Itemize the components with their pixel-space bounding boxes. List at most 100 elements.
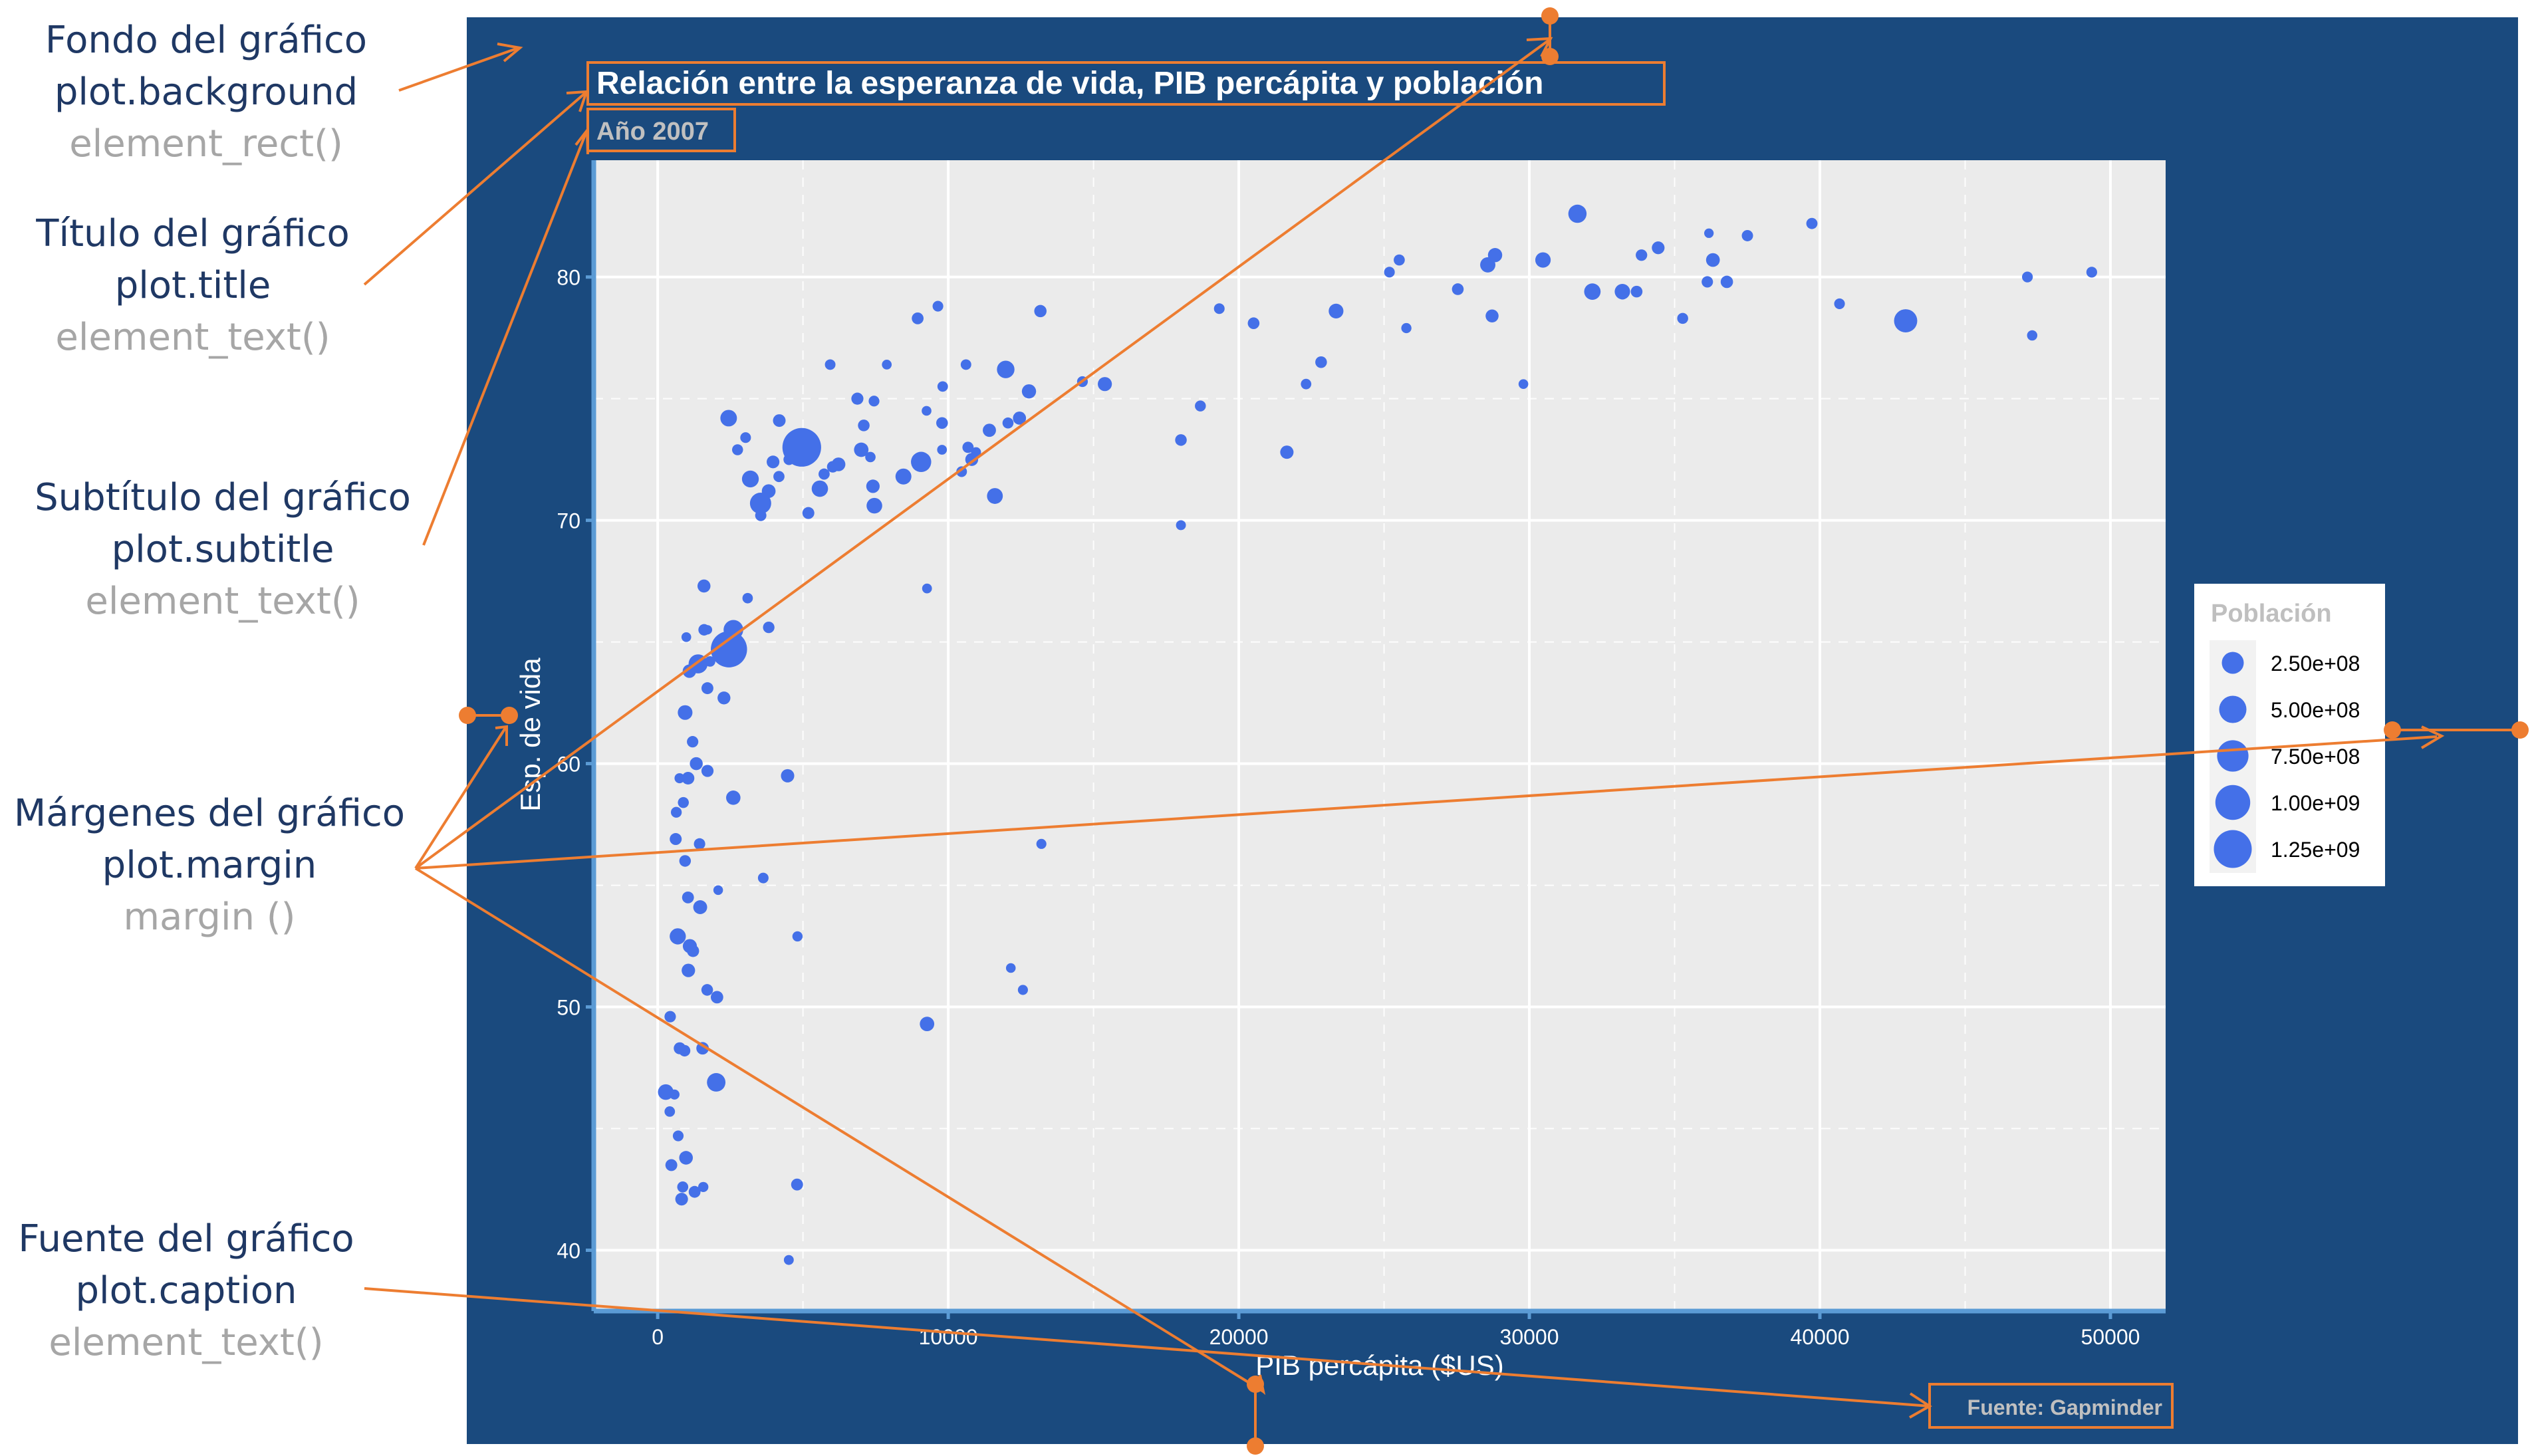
data-point xyxy=(697,579,711,593)
data-point xyxy=(731,444,743,455)
margin-arrow-left xyxy=(414,727,507,870)
marker-dot-icon xyxy=(2511,721,2529,739)
data-point xyxy=(783,453,795,465)
annotation-markers xyxy=(459,7,2529,1455)
y-axis-title: Esp. de vida xyxy=(515,658,546,812)
legend: Población 2.50e+08 5.00e+08 7.50e+08 1.00e+… xyxy=(2194,584,2385,886)
data-point xyxy=(658,1084,674,1100)
annotation-name: Fuente del gráfico xyxy=(18,1217,354,1261)
data-point xyxy=(895,468,912,485)
data-point xyxy=(1175,434,1187,446)
data-point xyxy=(757,872,769,884)
data-point xyxy=(937,445,948,455)
data-point xyxy=(701,765,714,777)
marker-dot-icon xyxy=(459,707,476,724)
data-point xyxy=(811,480,828,497)
background-arrow xyxy=(398,47,519,92)
chart-title: Relación entre la esperanza de vida, PIB… xyxy=(596,66,1543,101)
data-point xyxy=(824,359,836,370)
data-point xyxy=(674,773,685,784)
annotation-function: margin () xyxy=(123,896,296,939)
data-point xyxy=(865,451,876,463)
legend-size-icon xyxy=(2215,785,2251,820)
data-point xyxy=(755,509,767,521)
x-tick-label: 0 xyxy=(652,1325,664,1349)
data-point xyxy=(682,891,694,904)
data-point xyxy=(1195,400,1206,412)
data-point xyxy=(911,451,932,473)
data-point xyxy=(681,632,692,642)
data-point xyxy=(1806,217,1818,229)
data-point xyxy=(672,1130,684,1142)
title-arrow xyxy=(363,92,586,286)
data-point xyxy=(687,736,699,748)
data-point xyxy=(1098,377,1112,392)
data-point xyxy=(767,455,780,469)
legend-size-icon xyxy=(2221,652,2244,674)
data-point xyxy=(1401,322,1412,334)
annotation-plot-background: Fondo del gráfico plot.background elemen… xyxy=(0,15,412,170)
data-point xyxy=(694,838,705,850)
y-tick-label: 50 xyxy=(557,996,580,1020)
data-point xyxy=(749,493,771,514)
annotation-name: Fondo del gráfico xyxy=(45,19,368,62)
chart-subtitle: Año 2007 xyxy=(596,118,709,146)
data-point xyxy=(670,928,686,945)
data-point xyxy=(717,691,731,705)
data-point xyxy=(1652,241,1665,255)
data-point xyxy=(1706,253,1720,267)
data-point xyxy=(920,1017,935,1032)
data-point xyxy=(726,790,741,805)
annotation-plot-caption: Fuente del gráfico plot.caption element_… xyxy=(0,1213,372,1369)
data-point xyxy=(1518,379,1529,389)
data-point xyxy=(1636,249,1648,261)
margin-arrow-bottom xyxy=(414,867,1265,1393)
marker-dot-icon xyxy=(1247,1376,1264,1393)
data-point xyxy=(1677,312,1688,324)
data-point xyxy=(851,392,864,405)
data-point xyxy=(669,1089,680,1100)
data-point xyxy=(922,583,932,594)
marker-dot-icon xyxy=(501,707,518,724)
data-point xyxy=(773,471,785,483)
legend-items: 2.50e+08 5.00e+08 7.50e+08 1.00e+09 1.25e+09 xyxy=(2214,652,2360,868)
annotation-element: plot.background xyxy=(54,70,358,114)
arrowhead-icon xyxy=(566,90,588,112)
data-point xyxy=(1329,303,1344,318)
data-point xyxy=(701,682,713,695)
data-point xyxy=(741,470,759,488)
data-point xyxy=(740,432,751,443)
annotation-element: plot.title xyxy=(114,264,271,307)
x-tick-label: 10000 xyxy=(919,1325,978,1349)
y-tick-label: 70 xyxy=(557,509,580,533)
arrowhead-icon xyxy=(495,725,508,746)
data-point xyxy=(693,900,707,914)
legend-title: Población xyxy=(2211,600,2332,628)
annotation-function: element_text() xyxy=(85,580,360,623)
data-point xyxy=(679,855,692,867)
legend-label: 7.50e+08 xyxy=(2271,745,2360,769)
data-point xyxy=(854,442,869,457)
y-tick-label: 80 xyxy=(557,266,580,290)
data-point xyxy=(1247,317,1260,329)
data-point xyxy=(936,417,948,429)
data-point xyxy=(698,1181,709,1193)
data-point xyxy=(2027,330,2038,341)
legend-label: 1.00e+09 xyxy=(2271,791,2360,815)
data-point xyxy=(678,1044,691,1057)
data-point xyxy=(802,507,815,519)
data-point xyxy=(675,1193,688,1206)
arrowhead-icon xyxy=(1909,1392,1932,1419)
data-point xyxy=(1630,285,1643,298)
data-point xyxy=(866,479,880,493)
data-point xyxy=(1584,283,1601,300)
legend-label: 1.25e+09 xyxy=(2271,838,2360,862)
x-tick-label: 40000 xyxy=(1791,1325,1850,1349)
data-point xyxy=(922,406,932,416)
data-point xyxy=(1535,252,1551,268)
data-point xyxy=(1315,356,1327,368)
data-point xyxy=(1702,276,1713,288)
data-point xyxy=(1013,412,1027,425)
